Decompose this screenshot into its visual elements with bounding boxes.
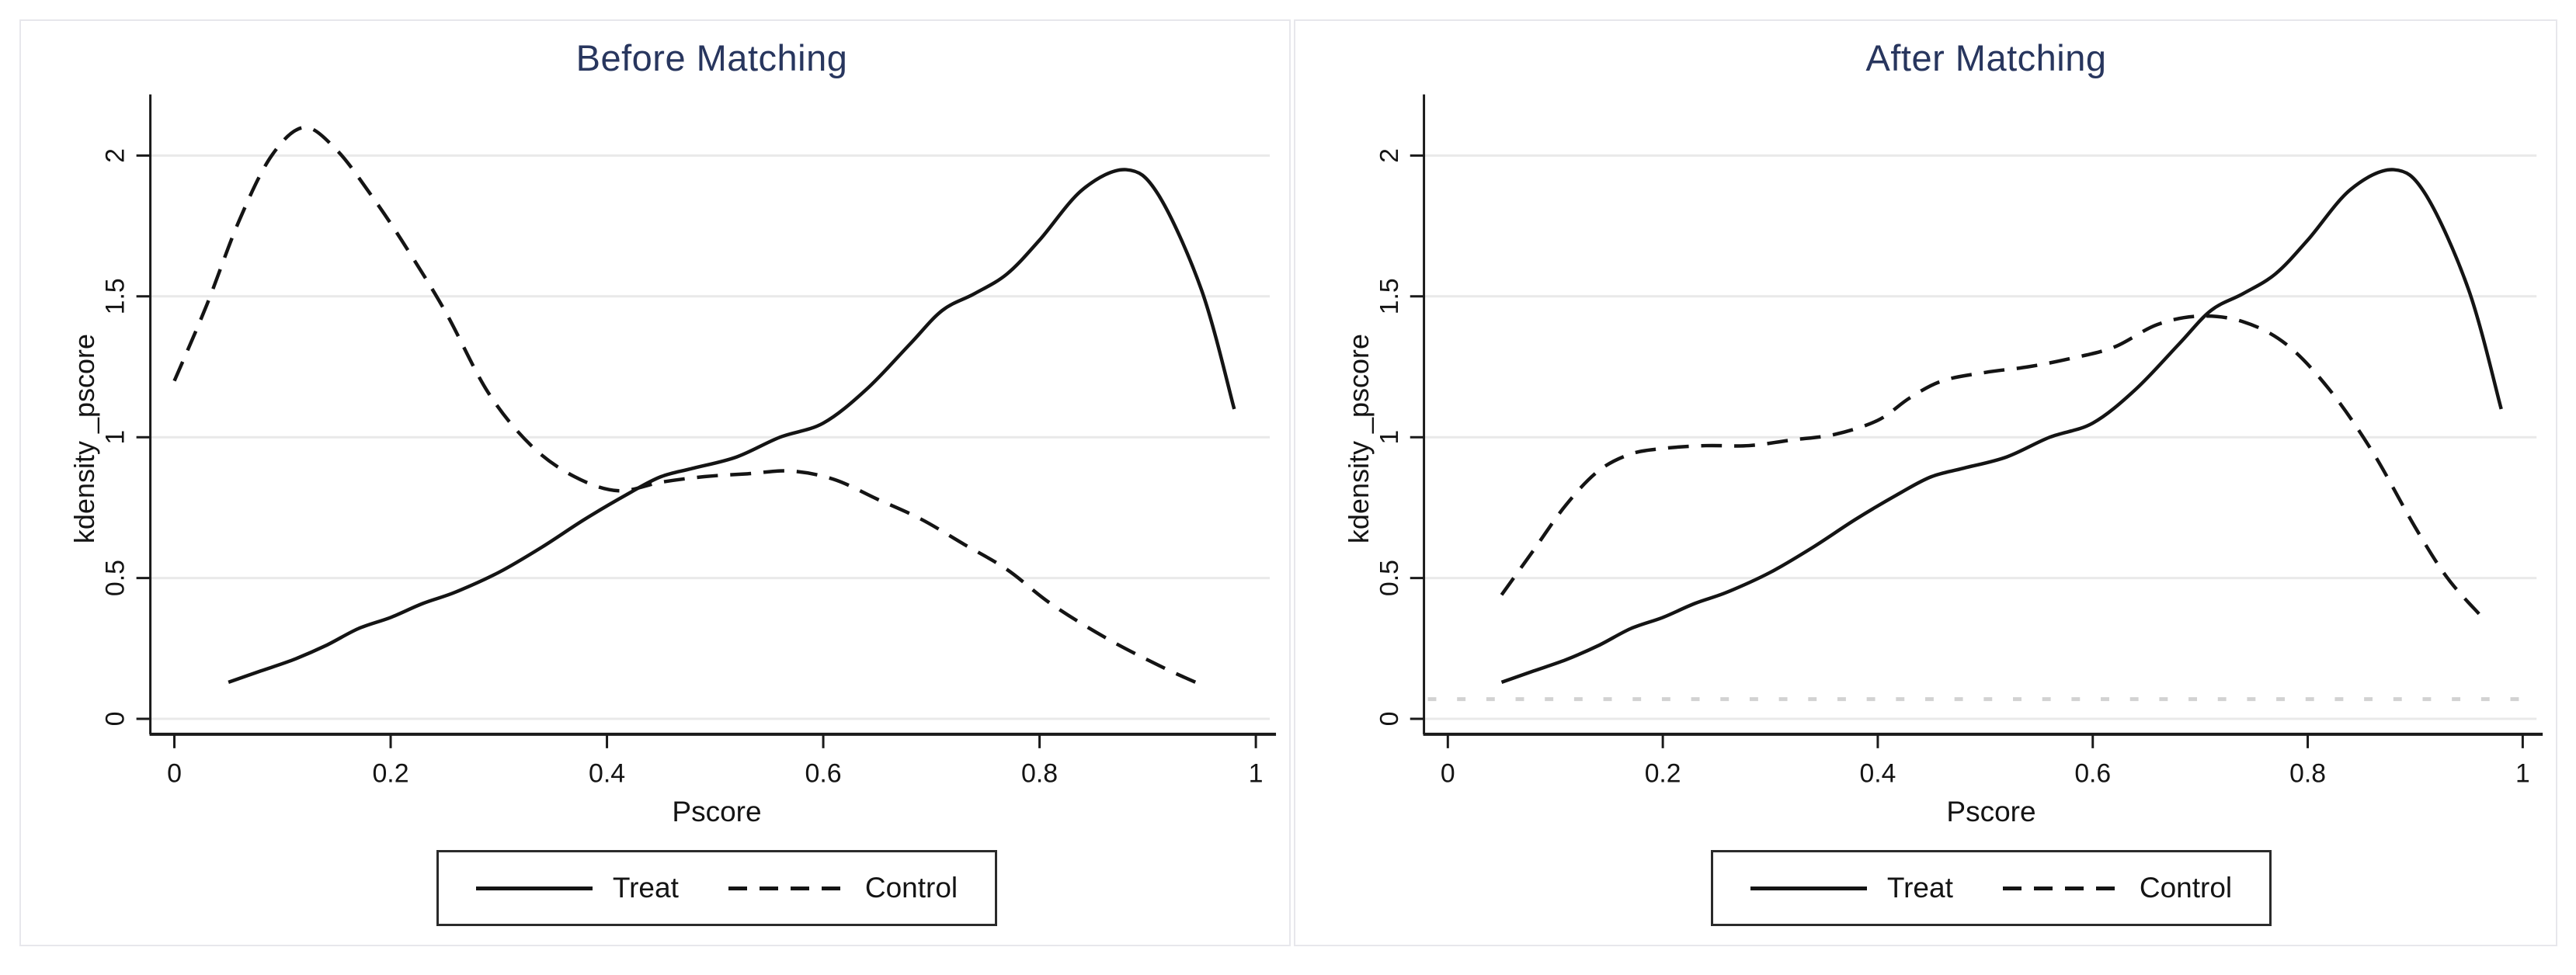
- y-tick-label: 2: [1375, 148, 1404, 163]
- control-dashed-line-sample: [2002, 886, 2119, 890]
- legend-after: Treat Control: [1449, 850, 2533, 926]
- y-tick-label: 1: [101, 430, 130, 445]
- x-tick-label: 0.6: [2074, 759, 2111, 789]
- y-tick-label: 2: [101, 148, 130, 163]
- legend-box: Treat Control: [436, 850, 998, 926]
- y-tick-label: 0.5: [101, 560, 130, 596]
- y-tick-label: 1: [1375, 430, 1404, 445]
- y-tick-label: 0: [1375, 712, 1404, 727]
- chart-title-after: After Matching: [1865, 37, 2107, 78]
- x-tick-label: 0.4: [1860, 759, 1896, 789]
- x-tick-label: 0: [167, 759, 182, 789]
- before-matching-plot: 0 0.5 1 1.5 2 0 0.2 0.4 0.6 0.8 1: [101, 94, 1277, 789]
- treat-solid-line-sample: [475, 886, 593, 890]
- x-tick-label: 0.4: [589, 759, 625, 789]
- chart-title-before: Before Matching: [575, 37, 848, 78]
- x-tick-label: 0.6: [805, 759, 841, 789]
- treat-density-curve: [1500, 168, 2503, 684]
- treat-solid-line-sample: [1750, 886, 1867, 890]
- legend-label-treat: Treat: [612, 872, 679, 904]
- panel-after-matching: After Matching kdensity _pscore 0 0.5 1 1.5…: [1294, 19, 2557, 946]
- panel-before-matching: Before Matching kdensity _pscore 0 0.5 1 1.…: [19, 19, 1291, 946]
- legend-box: Treat Control: [1710, 850, 2272, 926]
- control-dashed-line-sample: [728, 886, 845, 890]
- x-axis-title: Pscore: [1946, 796, 2036, 828]
- x-tick-label: 0.2: [1645, 759, 1681, 789]
- y-tick-label: 0: [101, 712, 130, 727]
- y-tick-label: 0.5: [1375, 560, 1404, 596]
- legend-before: Treat Control: [175, 850, 1259, 926]
- x-tick-label: 1: [1249, 759, 1264, 789]
- x-tick-label: 0.2: [372, 759, 408, 789]
- x-axis-title: Pscore: [672, 796, 762, 828]
- legend-label-control: Control: [864, 872, 958, 904]
- after-matching-plot: 0 0.5 1 1.5 2 0 0.2 0.4 0.6 0.8 1: [1375, 94, 2543, 789]
- x-tick-label: 0.8: [1021, 759, 1058, 789]
- control-density-curve: [172, 125, 1203, 687]
- x-tick-label: 0.8: [2289, 759, 2326, 789]
- treat-density-curve: [228, 168, 1236, 684]
- x-tick-label: 0: [1441, 759, 1455, 789]
- y-tick-label: 1.5: [1375, 278, 1404, 314]
- legend-label-treat: Treat: [1886, 872, 1953, 904]
- legend-label-control: Control: [2139, 872, 2233, 904]
- x-tick-label: 1: [2515, 759, 2530, 789]
- control-density-curve: [1500, 314, 2481, 616]
- y-tick-label: 1.5: [101, 278, 130, 314]
